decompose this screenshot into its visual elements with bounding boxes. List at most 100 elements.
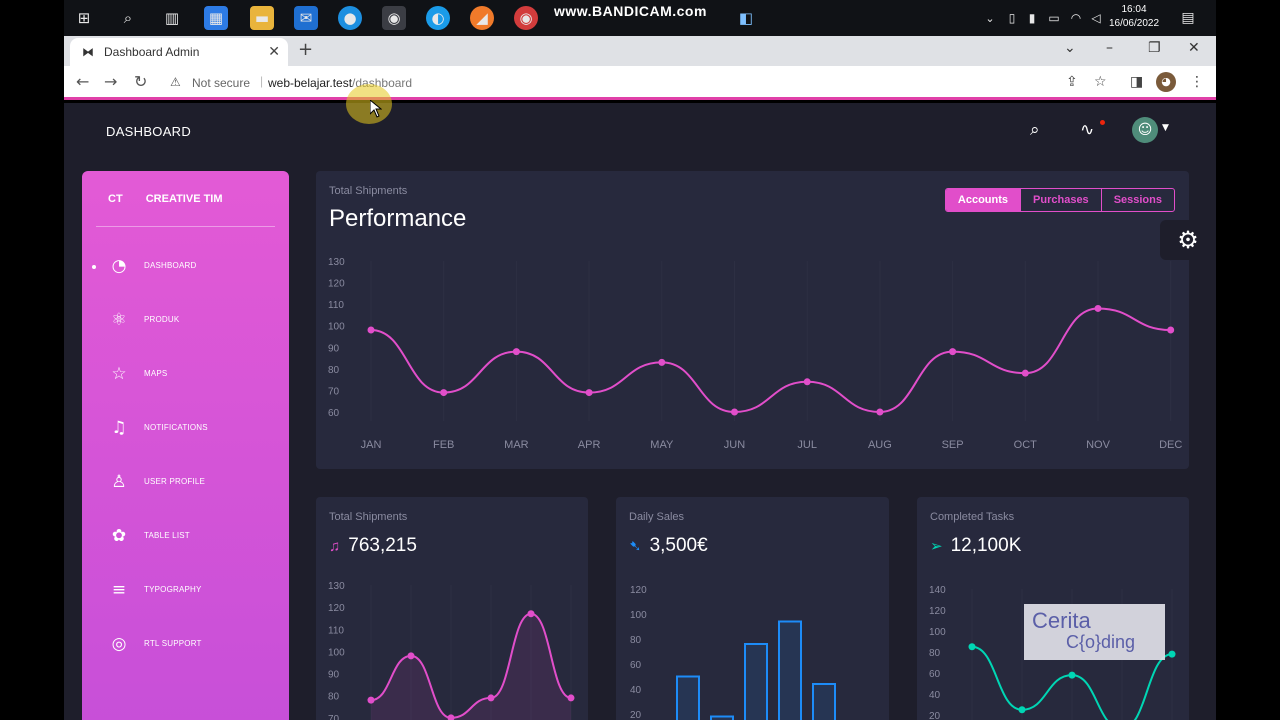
data-point[interactable] <box>440 389 448 397</box>
bar[interactable] <box>744 643 768 720</box>
x-tick-label: JAN <box>361 439 382 451</box>
data-point[interactable] <box>968 643 976 651</box>
sidebar-item-typography[interactable]: ≡ TYPOGRAPHY <box>92 577 282 605</box>
sidebar-item-label: NOTIFICATIONS <box>144 423 208 432</box>
y-tick-label: 60 <box>630 660 642 671</box>
data-point[interactable] <box>803 378 811 386</box>
data-point[interactable] <box>876 408 884 416</box>
navbar-brand[interactable]: DASHBOARD <box>106 124 192 139</box>
sidebar-item-dashboard[interactable]: ◔ DASHBOARD <box>92 253 282 281</box>
sidebar-item-rtl-support[interactable]: ◎ RTL SUPPORT <box>92 631 282 659</box>
search-icon[interactable]: ⌕ <box>123 9 133 27</box>
store-icon[interactable]: ▦ <box>204 6 228 30</box>
minimize-icon[interactable]: – <box>1106 40 1113 56</box>
app-icon[interactable]: ◧ <box>738 9 754 27</box>
tab-search-icon[interactable]: ⌄ <box>1064 40 1076 56</box>
security-label[interactable]: Not secure <box>192 76 251 90</box>
close-window-icon[interactable]: ✕ <box>1188 40 1200 56</box>
y-tick-label: 80 <box>630 635 642 646</box>
notification-center-icon[interactable]: ▤ <box>1181 10 1195 26</box>
bar[interactable] <box>676 675 700 720</box>
windows-taskbar: ⊞ ⌕ ▥ ▦ ▬ ✉ ● ◉ ◐ ◢ ◉ www.BANDICAM.com ◧… <box>64 0 1216 36</box>
bookmark-star-icon[interactable]: ☆ <box>1094 74 1107 90</box>
reload-icon[interactable]: ↻ <box>134 72 148 91</box>
sidebar-item-notifications[interactable]: ♫ NOTIFICATIONS <box>92 415 282 443</box>
separator: | <box>260 74 264 88</box>
toggle-sessions-button[interactable]: Sessions <box>1100 189 1174 211</box>
toggle-accounts-button[interactable]: Accounts <box>945 189 1021 211</box>
data-point[interactable] <box>527 610 535 618</box>
cursor-arrow-icon <box>370 100 382 118</box>
warning-icon[interactable]: ⚠ <box>170 75 181 89</box>
data-point[interactable] <box>447 714 455 720</box>
x-tick-label: APR <box>578 439 601 451</box>
data-point[interactable] <box>949 348 957 356</box>
card-title: Performance <box>329 205 467 232</box>
share-icon[interactable]: ⇪ <box>1066 74 1078 90</box>
sidebar-item-label: MAPS <box>144 369 168 378</box>
bandicam-watermark: www.BANDICAM.com <box>554 3 707 19</box>
search-icon[interactable]: ⌕ <box>1030 120 1040 140</box>
chevron-up-icon[interactable]: ⌄ <box>985 11 995 25</box>
y-tick-label: 130 <box>328 257 345 268</box>
bar[interactable] <box>812 683 836 720</box>
data-point[interactable] <box>1168 650 1176 658</box>
data-point[interactable] <box>1167 326 1175 334</box>
close-tab-icon[interactable]: ✕ <box>268 43 280 59</box>
edge-legacy-icon[interactable]: ● <box>338 6 362 30</box>
sidebar-item-label: DASHBOARD <box>144 261 197 270</box>
sidebar-item-maps[interactable]: ☆ MAPS <box>92 361 282 389</box>
caret-down-icon[interactable]: ▼ <box>1162 123 1169 133</box>
file-explorer-icon[interactable]: ▬ <box>250 6 274 30</box>
data-point[interactable] <box>367 696 375 704</box>
data-point[interactable] <box>567 694 575 702</box>
mail-icon[interactable]: ✉ <box>294 6 318 30</box>
settings-gear-icon[interactable]: ⚙ <box>1160 220 1216 260</box>
data-point[interactable] <box>1094 304 1102 312</box>
y-tick-label: 90 <box>328 670 340 681</box>
align-center-icon: ≡ <box>111 580 127 600</box>
bell-icon: ♫ <box>111 418 127 438</box>
forward-icon[interactable]: → <box>104 72 118 91</box>
sidebar-item-user-profile[interactable]: ♙ USER PROFILE <box>92 469 282 497</box>
data-point[interactable] <box>1068 671 1076 679</box>
app-orange-icon[interactable]: ◢ <box>470 6 494 30</box>
sidebar-item-table-list[interactable]: ✿ TABLE LIST <box>92 523 282 551</box>
bar[interactable] <box>710 715 734 720</box>
activity-icon[interactable]: ∿ <box>1080 120 1105 140</box>
address-bar[interactable]: ⚠ Not secure | web-belajar.test/dashboar… <box>164 71 1124 95</box>
cursor-highlight <box>346 84 392 124</box>
chrome-icon[interactable]: ◉ <box>382 6 406 30</box>
data-point[interactable] <box>367 326 375 334</box>
system-clock[interactable]: 16:04 16/06/2022 <box>1106 3 1162 31</box>
data-point[interactable] <box>585 389 593 397</box>
url-text[interactable]: web-belajar.test/dashboard <box>268 76 412 90</box>
new-tab-icon[interactable]: + <box>298 39 314 60</box>
data-point[interactable] <box>731 408 738 416</box>
data-point[interactable] <box>407 652 415 660</box>
data-point[interactable] <box>487 694 495 702</box>
data-point[interactable] <box>1021 369 1029 377</box>
side-panel-icon[interactable]: ◨ <box>1130 74 1144 90</box>
user-icon: ♙ <box>111 472 127 492</box>
sidebar-item-produk[interactable]: ⚛ PRODUK <box>92 307 282 335</box>
microphone-icon: ▮ <box>1028 11 1036 25</box>
data-point[interactable] <box>1018 706 1026 714</box>
sidebar-logo[interactable]: CT CREATIVE TIM <box>108 193 223 205</box>
profile-avatar[interactable]: ◕ <box>1156 72 1176 92</box>
shipments-card: Total Shipments ♫ 763,215 70 80 90 100 110 120… <box>316 497 588 720</box>
task-view-icon[interactable]: ▥ <box>164 9 180 27</box>
toggle-purchases-button[interactable]: Purchases <box>1020 189 1101 211</box>
user-avatar[interactable]: ☺ <box>1132 117 1158 143</box>
sidebar-item-label: TYPOGRAPHY <box>144 585 202 594</box>
edge-icon[interactable]: ◐ <box>426 6 450 30</box>
back-icon[interactable]: ← <box>76 72 90 91</box>
menu-icon[interactable]: ⋮ <box>1190 74 1204 90</box>
data-point[interactable] <box>512 348 520 356</box>
data-point[interactable] <box>658 358 666 366</box>
browser-tab[interactable]: ⧓ Dashboard Admin ✕ <box>70 38 288 66</box>
bar[interactable] <box>778 620 802 720</box>
chrome-profile-icon[interactable]: ◉ <box>514 6 538 30</box>
restore-icon[interactable]: ❐ <box>1148 40 1161 56</box>
windows-start-icon[interactable]: ⊞ <box>77 9 91 27</box>
